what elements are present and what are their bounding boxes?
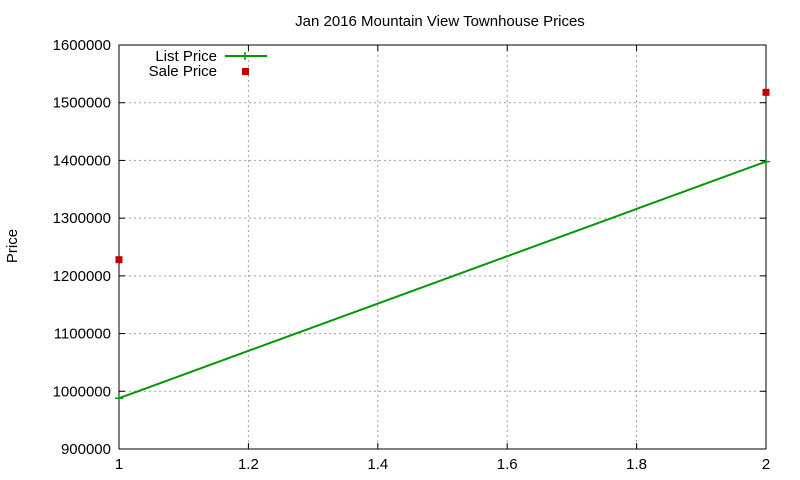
y-tick-labels: 900000 1000000 1100000 1200000 1300000 140000…: [53, 37, 111, 458]
legend-label-list-price: List Price: [155, 48, 217, 65]
y-tick-label: 1000000: [53, 383, 111, 400]
series-layer: [115, 88, 770, 403]
y-tick-label: 1300000: [53, 210, 111, 227]
y-tick-label: 1400000: [53, 152, 111, 169]
chart-title: Jan 2016 Mountain View Townhouse Prices: [295, 13, 585, 30]
list-price-point: [115, 394, 123, 403]
x-tick-label: 1.4: [367, 456, 388, 473]
y-tick-label: 1500000: [53, 95, 111, 112]
legend-marker-sale-price: [242, 68, 249, 75]
legend-label-sale-price: Sale Price: [149, 63, 217, 80]
y-tick-label: 1600000: [53, 37, 111, 54]
list-price-point: [762, 157, 770, 166]
x-tick-label: 1.6: [497, 456, 518, 473]
axis-ticks: [118, 44, 767, 450]
y-axis-label: Price: [4, 229, 21, 263]
y-tick-label: 1100000: [54, 326, 111, 343]
x-tick-label: 2: [762, 456, 770, 473]
y-tick-label: 900000: [61, 441, 111, 458]
plot-frame: [118, 44, 767, 450]
y-tick-label: 1200000: [53, 268, 111, 285]
grid-lines: [119, 45, 766, 449]
legend-marker-list-price: [241, 52, 249, 60]
x-tick-label: 1.8: [626, 456, 647, 473]
x-tick-labels: 1 1.2 1.4 1.6 1.8 2: [115, 456, 770, 473]
sale-price-point: [115, 256, 123, 264]
x-tick-label: 1: [115, 456, 123, 473]
x-tick-label: 1.2: [238, 456, 259, 473]
sale-price-point: [762, 88, 770, 96]
legend: List Price Sale Price: [149, 48, 267, 80]
list-price-line: [118, 160, 767, 400]
